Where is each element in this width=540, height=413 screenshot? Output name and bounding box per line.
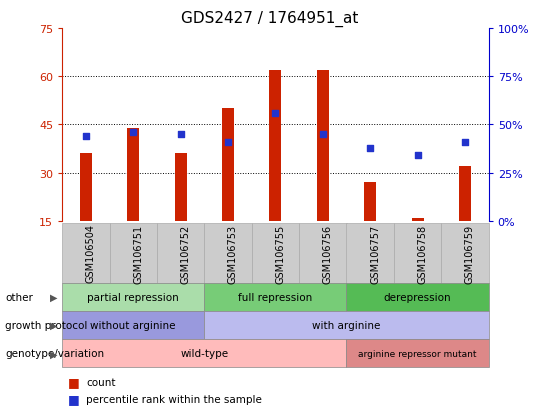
Bar xyxy=(269,71,281,221)
Text: GSM106753: GSM106753 xyxy=(228,224,238,283)
Text: partial repression: partial repression xyxy=(87,292,179,302)
Text: ▶: ▶ xyxy=(50,292,58,302)
Text: GSM106756: GSM106756 xyxy=(323,224,333,283)
Text: GSM106755: GSM106755 xyxy=(275,224,286,283)
Text: count: count xyxy=(86,377,116,387)
Text: arginine repressor mutant: arginine repressor mutant xyxy=(359,349,477,358)
Text: with arginine: with arginine xyxy=(312,320,381,330)
Text: GSM106759: GSM106759 xyxy=(465,224,475,283)
Text: GSM106751: GSM106751 xyxy=(133,224,143,283)
Text: without arginine: without arginine xyxy=(90,320,176,330)
Point xyxy=(176,131,185,138)
Bar xyxy=(411,218,423,221)
Point xyxy=(366,145,375,152)
Text: ▶: ▶ xyxy=(50,320,58,330)
Text: percentile rank within the sample: percentile rank within the sample xyxy=(86,394,262,404)
Point xyxy=(413,153,422,159)
Point xyxy=(319,131,327,138)
Text: other: other xyxy=(5,292,33,302)
Text: ■: ■ xyxy=(68,375,79,389)
Text: ▶: ▶ xyxy=(50,349,58,358)
Point xyxy=(82,133,90,140)
Bar xyxy=(459,167,471,221)
Text: GSM106752: GSM106752 xyxy=(180,224,191,283)
Text: ■: ■ xyxy=(68,392,79,405)
Text: genotype/variation: genotype/variation xyxy=(5,349,105,358)
Point xyxy=(224,139,232,146)
Point xyxy=(271,110,280,117)
Bar xyxy=(127,128,139,221)
Bar xyxy=(80,154,92,221)
Bar xyxy=(222,109,234,221)
Point xyxy=(129,130,138,136)
Text: GSM106757: GSM106757 xyxy=(370,224,380,283)
Bar xyxy=(174,154,186,221)
Text: derepression: derepression xyxy=(384,292,451,302)
Text: growth protocol: growth protocol xyxy=(5,320,88,330)
Bar xyxy=(364,183,376,221)
Text: GDS2427 / 1764951_at: GDS2427 / 1764951_at xyxy=(181,10,359,26)
Text: GSM106758: GSM106758 xyxy=(417,224,428,283)
Text: GSM106504: GSM106504 xyxy=(86,224,96,283)
Point xyxy=(461,139,469,146)
Text: full repression: full repression xyxy=(238,292,313,302)
Text: wild-type: wild-type xyxy=(180,349,228,358)
Bar xyxy=(317,71,329,221)
